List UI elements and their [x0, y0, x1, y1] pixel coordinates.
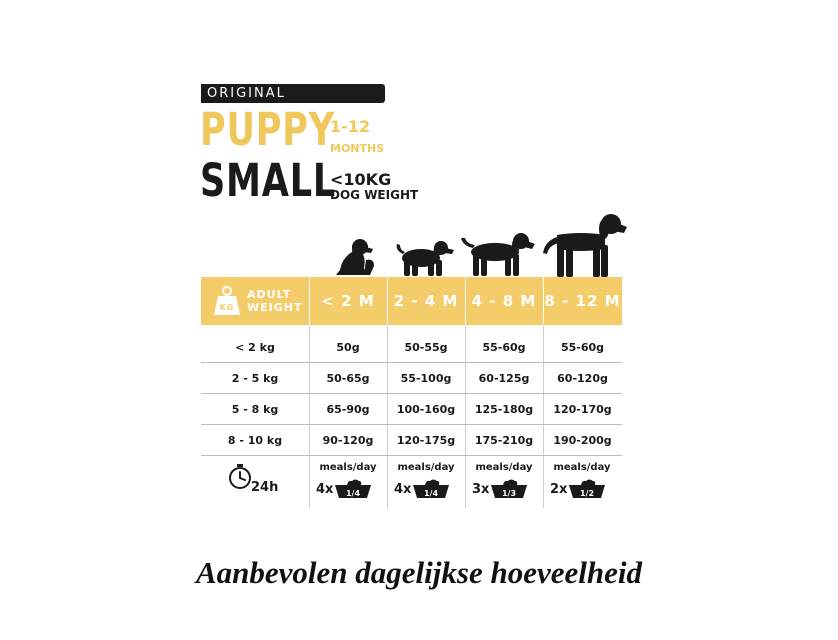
- header-divider: [387, 277, 388, 325]
- column-divider: [309, 277, 310, 508]
- table-cell: 120-170g: [553, 402, 612, 416]
- row-weight: < 2 kg: [235, 340, 275, 354]
- meals-per-day-label: meals/day: [319, 462, 377, 473]
- kg-icon-label: KG: [220, 303, 235, 312]
- table-cell: 175-210g: [474, 433, 534, 447]
- large-puppy-icon: [543, 214, 627, 277]
- table-cell: 65-90g: [326, 402, 370, 416]
- row-weight: 8 - 10 kg: [227, 433, 283, 447]
- age-unit: MONTHS: [330, 142, 385, 155]
- portion-label: 1/2: [579, 489, 595, 498]
- header-divider: [309, 277, 310, 325]
- adult-weight-header: KG ADULT WEIGHT: [201, 277, 309, 325]
- row-weight: 2 - 5 kg: [231, 371, 279, 385]
- column-header: 2 - 4 M: [387, 277, 465, 325]
- clock-icon: [229, 464, 251, 489]
- table-cell: 55-60g: [560, 340, 605, 354]
- table-cell: 50-55g: [404, 340, 448, 354]
- table-cell: 100-160g: [396, 402, 456, 416]
- table-cell: 90-120g: [322, 433, 374, 447]
- meals-count: 3x: [472, 482, 490, 497]
- product-title-puppy: PUPPY: [200, 103, 336, 156]
- sitting-puppy-icon: [336, 239, 374, 275]
- column-header: < 2 M: [309, 277, 387, 325]
- column-header: 8 - 12 M: [543, 277, 622, 325]
- row-divider: [201, 362, 622, 363]
- table-cell: 55-100g: [400, 371, 452, 385]
- row-divider: [201, 424, 622, 425]
- clock-label: 24h: [251, 480, 279, 495]
- weight-limit: <10KG: [330, 170, 392, 189]
- age-range: 1-12: [330, 117, 371, 136]
- portion-label: 1/3: [501, 489, 517, 498]
- food-bowl-icon: [335, 479, 371, 498]
- meals-count: 4x: [394, 482, 412, 497]
- kg-weight-icon: KG: [214, 286, 240, 315]
- weight-unit: DOG WEIGHT: [330, 188, 419, 202]
- adult-label-line2: WEIGHT: [247, 301, 303, 314]
- row-divider: [201, 455, 622, 456]
- portion-label: 1/4: [423, 489, 439, 498]
- table-cell: 50-65g: [326, 371, 370, 385]
- table-cell: 55-60g: [482, 340, 526, 354]
- meals-per-day-label: meals/day: [553, 462, 611, 473]
- header-divider: [465, 277, 466, 325]
- product-title-small: SMALL: [200, 154, 337, 207]
- column-divider: [543, 277, 544, 508]
- meals-per-day-label: meals/day: [475, 462, 533, 473]
- adult-label-line1: ADULT: [247, 288, 292, 301]
- portion-label: 1/4: [345, 489, 361, 498]
- caption: Aanbevolen dagelijkse hoeveelheid: [196, 555, 642, 590]
- product-line-banner: ORIGINAL: [201, 84, 385, 103]
- table-cell: 60-120g: [557, 371, 608, 385]
- header-divider: [543, 277, 544, 325]
- food-bowl-icon: [491, 479, 527, 498]
- table-cell: 60-125g: [478, 371, 530, 385]
- food-bowl-icon: [569, 479, 605, 498]
- adult-weight-label: ADULT WEIGHT: [247, 288, 302, 314]
- small-puppy-icon: [396, 241, 454, 276]
- meals-count: 2x: [550, 482, 568, 497]
- meals-count: 4x: [316, 482, 334, 497]
- row-weight: 5 - 8 kg: [231, 402, 279, 416]
- column-divider: [387, 277, 388, 508]
- meals-per-day-label: meals/day: [397, 462, 455, 473]
- row-divider: [201, 393, 622, 394]
- table-cell: 120-175g: [396, 433, 456, 447]
- column-header: 4 - 8 M: [465, 277, 543, 325]
- table-cell: 50g: [336, 340, 360, 354]
- column-divider: [465, 277, 466, 508]
- table-cell: 190-200g: [553, 433, 612, 447]
- medium-puppy-icon: [461, 233, 535, 276]
- food-bowl-icon: [413, 479, 449, 498]
- table-cell: 125-180g: [474, 402, 534, 416]
